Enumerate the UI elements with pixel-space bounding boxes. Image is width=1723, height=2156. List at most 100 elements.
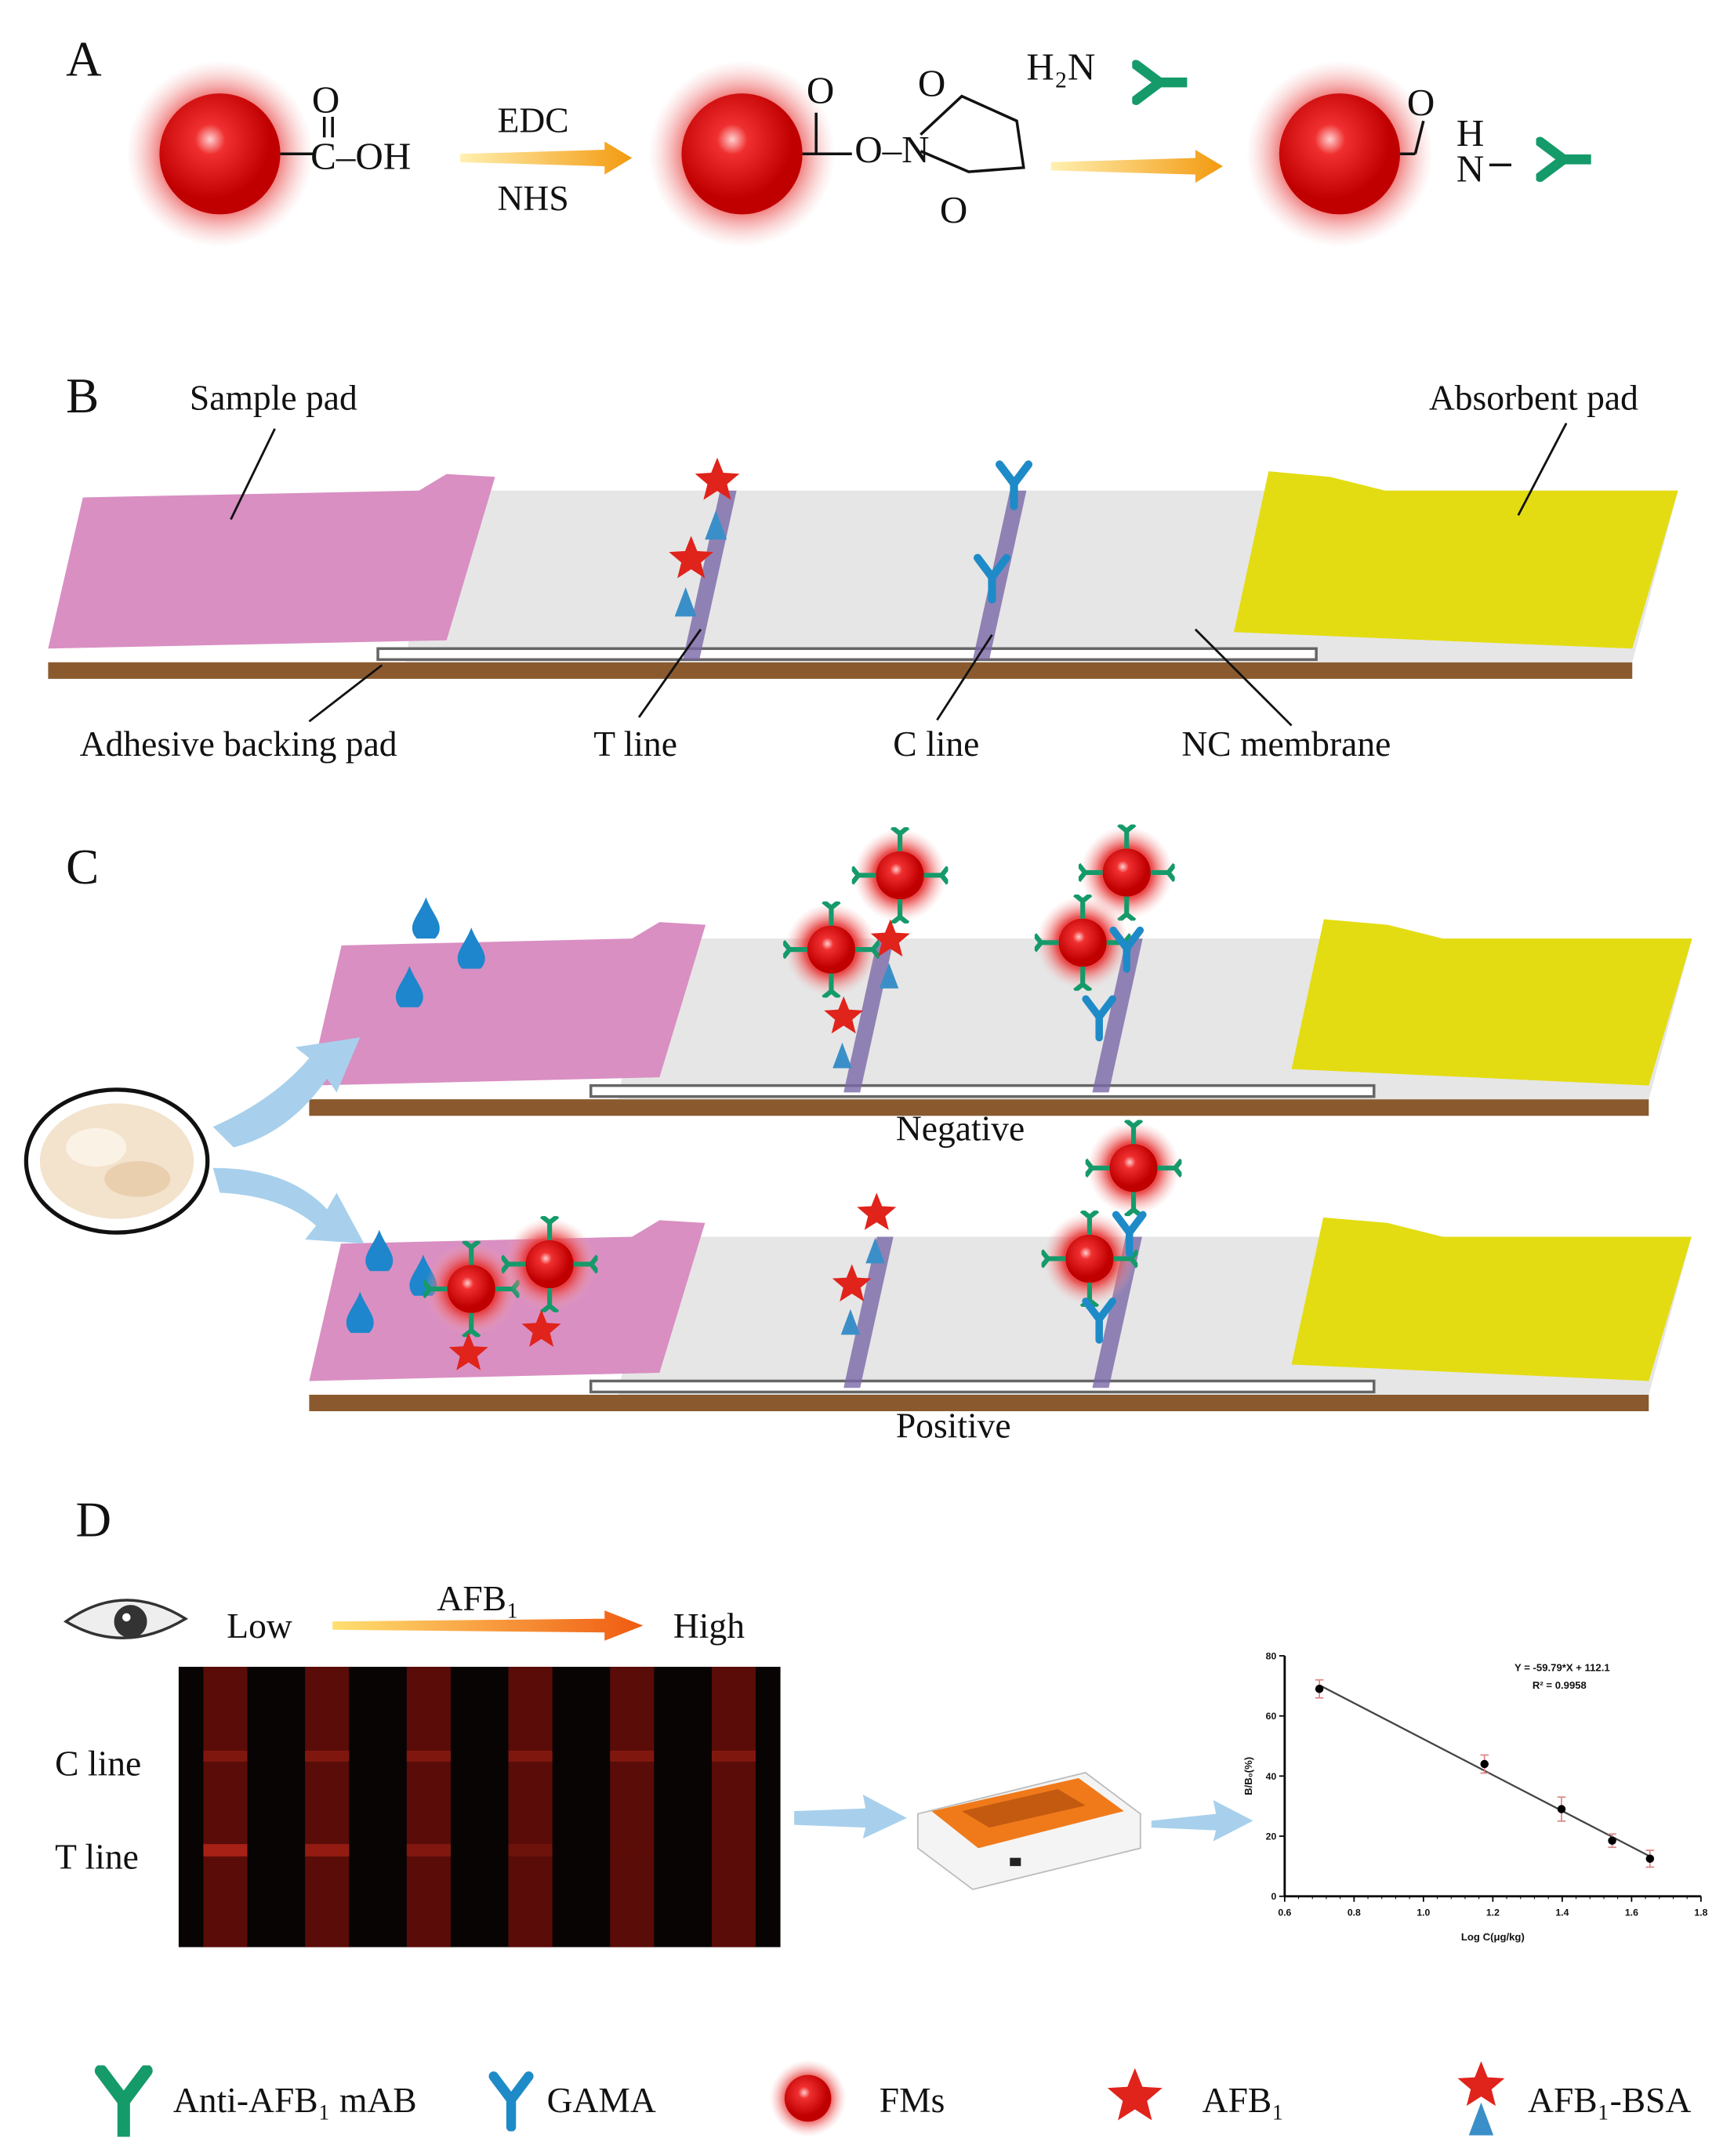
- t-line: [843, 938, 894, 1093]
- legend-label: FMs: [880, 2080, 945, 2120]
- legend-label: AFB₁: [1202, 2080, 1285, 2120]
- arrow-right-icon: [794, 1795, 907, 1839]
- fm-antibody-complex-icon: [1086, 1120, 1182, 1216]
- label-absorbent-pad: Absorbent pad: [1429, 377, 1638, 417]
- label-photo-c-line: C line: [55, 1743, 141, 1783]
- strip-c-band: [508, 1750, 553, 1762]
- panel-label-a: A: [66, 31, 102, 86]
- label-c-line: C line: [893, 724, 979, 764]
- c-line: [972, 490, 1027, 660]
- arrow-right-icon: [1050, 150, 1223, 183]
- panel-label-c: C: [66, 840, 99, 895]
- strip-t-band: [406, 1844, 451, 1857]
- panel-label-d: D: [75, 1493, 111, 1548]
- strip-c-band: [406, 1750, 451, 1762]
- data-point: [1315, 1684, 1324, 1693]
- nhs-ester-microsphere: [648, 60, 836, 248]
- y-tick-label: 20: [1266, 1831, 1277, 1842]
- label-low: Low: [227, 1606, 292, 1646]
- x-tick-label: 1.8: [1694, 1907, 1707, 1918]
- antibody-icon: [1136, 65, 1187, 100]
- ester-o: O: [807, 68, 834, 111]
- label-positive: Positive: [896, 1405, 1011, 1445]
- legend-star-icon: [1107, 2067, 1163, 2121]
- carboxyl-o: O: [312, 78, 339, 122]
- positive-strip: [309, 1120, 1692, 1412]
- eye-icon: [63, 1599, 189, 1639]
- label-photo-t-line: T line: [55, 1837, 139, 1877]
- membrane-edge: [589, 1083, 1376, 1098]
- carboxyl-group: C–OH: [310, 135, 411, 178]
- strip-t-band: [508, 1844, 553, 1857]
- strip-c-band: [305, 1750, 350, 1762]
- sample-pad: [48, 474, 495, 649]
- reagent-edc: EDC: [498, 100, 569, 140]
- calibration-curve-chart: 0.6 0.8 1.0 1.2 1.4 1.6 1.8 0 20 40 60 80 Log C(μg/k…: [1242, 1650, 1708, 1942]
- x-tick-label: 1.6: [1625, 1907, 1638, 1918]
- x-axis-label: Log C(μg/kg): [1461, 1931, 1525, 1943]
- reagent-nhs: NHS: [498, 178, 569, 218]
- legend-label: GAMA: [547, 2080, 656, 2120]
- r-squared: R² = 0.9958: [1533, 1679, 1587, 1691]
- label-negative: Negative: [896, 1109, 1025, 1149]
- arrow-right-icon: [460, 141, 633, 175]
- legend-gama-icon: [494, 2076, 529, 2127]
- membrane-edge: [589, 1379, 1376, 1394]
- x-tick-label: 1.2: [1486, 1907, 1500, 1918]
- ring-o-bottom: O: [940, 188, 967, 231]
- sample-bowl: [24, 1087, 210, 1235]
- data-point: [1557, 1805, 1566, 1813]
- fm-antibody-complex-icon: [852, 827, 949, 924]
- bond-lines: [280, 116, 334, 156]
- test-strip-diagram: [48, 457, 1678, 679]
- amide-bonds: [1400, 120, 1512, 167]
- y-tick-label: 40: [1266, 1771, 1277, 1782]
- label-sample-pad: Sample pad: [190, 377, 357, 417]
- adhesive-backing: [48, 662, 1633, 679]
- absorbent-pad: [1291, 1217, 1692, 1381]
- data-point: [1608, 1836, 1616, 1846]
- strip-lane: [406, 1667, 451, 1947]
- label-adhesive-backing-pad: Adhesive backing pad: [80, 724, 397, 764]
- antibody-icon: [1540, 142, 1591, 177]
- leader-lines: [230, 423, 1568, 727]
- amide-o: O: [1407, 81, 1435, 124]
- strip-lane: [203, 1667, 248, 1947]
- legend: Anti-AFB₁ mAB GAMA FMs AFB₁ AFB₁-BSA: [101, 2060, 1691, 2137]
- legend-label: Anti-AFB₁ mAB: [173, 2080, 417, 2120]
- negative-strip: [309, 825, 1692, 1116]
- ring-o-top: O: [918, 62, 945, 105]
- fluorescent-strips-photo: [178, 1667, 781, 1947]
- amide-h: H: [1456, 111, 1484, 154]
- gradient-arrow-icon: [332, 1610, 644, 1641]
- label-afb1: AFB₁: [437, 1578, 519, 1618]
- water-drop-icon: [412, 897, 440, 939]
- y-axis-label: B/B₀(%): [1242, 1757, 1254, 1795]
- fit-equation: Y = -59.79*X + 112.1: [1514, 1661, 1610, 1673]
- panel-label-b: B: [66, 368, 99, 423]
- x-tick-label: 1.0: [1416, 1907, 1430, 1918]
- label-nc-membrane: NC membrane: [1181, 724, 1391, 764]
- strip-lane: [610, 1667, 655, 1947]
- sample-pad: [309, 922, 706, 1086]
- strip-lane: [508, 1667, 553, 1947]
- legend-star-icon: [1457, 2061, 1505, 2107]
- x-tick-label: 0.6: [1278, 1907, 1291, 1918]
- strip-lane: [305, 1667, 350, 1947]
- absorbent-pad: [1291, 919, 1692, 1086]
- fluorescence-reader-device: [916, 1772, 1141, 1890]
- absorbent-pad: [1233, 471, 1678, 649]
- strip-lane: [711, 1667, 756, 1947]
- water-drop-icon: [457, 927, 485, 969]
- adhesive-backing: [309, 1394, 1649, 1412]
- arrow-right-icon: [1151, 1800, 1253, 1842]
- membrane-edge: [376, 647, 1318, 662]
- amide-n: N: [1456, 147, 1484, 190]
- x-tick-label: 1.4: [1555, 1907, 1569, 1918]
- water-drop-icon: [365, 1229, 394, 1272]
- nhs-ring: [802, 94, 1025, 173]
- afb1-star-icon: [857, 1192, 897, 1230]
- ester-link: O–N: [854, 128, 929, 171]
- strip-t-band: [305, 1844, 350, 1857]
